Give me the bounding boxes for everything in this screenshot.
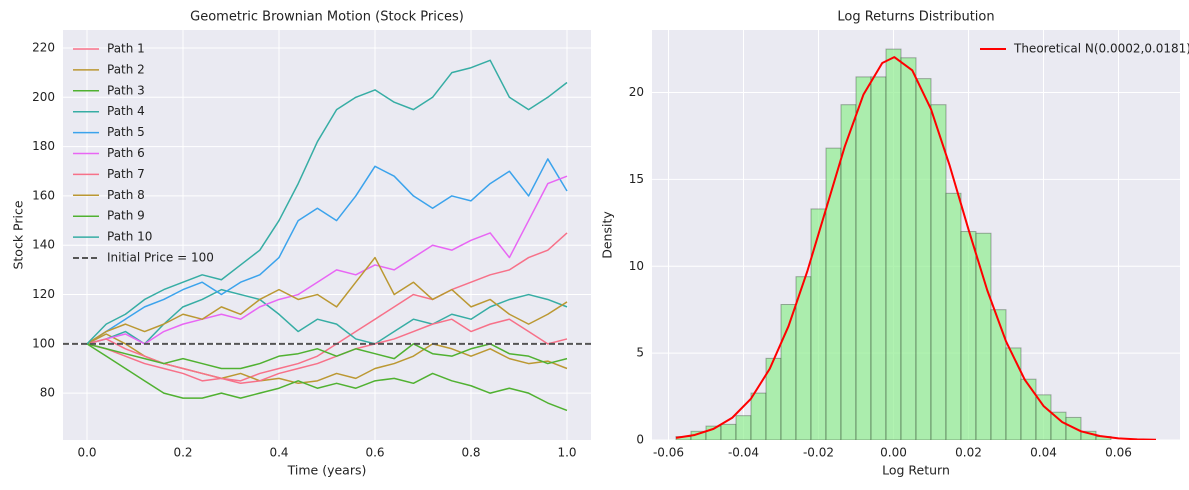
legend-label: Path 4	[107, 104, 145, 118]
y-tick-label: 160	[32, 188, 55, 202]
x-tick-label: 0.06	[1105, 446, 1132, 460]
y-tick-label: 100	[32, 336, 55, 350]
price-path	[86, 158, 568, 345]
legend-label: Path 10	[107, 230, 152, 244]
y-tick-label: 10	[629, 259, 644, 273]
y-tick-label: 80	[40, 386, 55, 400]
x-axis-label: Time (years)	[287, 463, 367, 478]
plot-area	[63, 30, 591, 440]
y-tick-label: 20	[629, 85, 644, 99]
x-tick-label: 0.2	[173, 446, 192, 460]
hist-bar	[1050, 411, 1067, 440]
x-tick-label: 0.4	[269, 446, 288, 460]
hist-bar	[930, 104, 947, 440]
y-tick-label: 180	[32, 139, 55, 153]
legend-label: Path 2	[107, 62, 145, 76]
hist-bar	[855, 76, 872, 440]
hist-bar	[960, 231, 977, 440]
legend-label: Theoretical N(0.0002,0.0181)	[1013, 42, 1189, 56]
plot-marks	[675, 48, 1157, 440]
price-path	[86, 256, 568, 345]
chart-title: Geometric Brownian Motion (Stock Prices)	[190, 10, 464, 25]
price-path	[86, 343, 568, 412]
hist-bar	[900, 57, 917, 440]
x-tick-label: -0.02	[803, 446, 834, 460]
y-tick-label: 220	[32, 40, 55, 54]
price-path	[86, 175, 568, 345]
hist-bar	[885, 48, 902, 440]
hist-bar	[915, 78, 932, 440]
y-axis-label: Stock Price	[11, 200, 26, 269]
price-path	[86, 232, 568, 382]
hist-bar	[1005, 347, 1022, 440]
price-path	[86, 288, 568, 345]
x-tick-label: -0.06	[653, 446, 684, 460]
y-tick-label: 0	[636, 433, 644, 447]
legend-label: Path 7	[107, 167, 145, 181]
y-tick-label: 120	[32, 287, 55, 301]
legend-label: Path 5	[107, 125, 145, 139]
legend-label: Path 9	[107, 209, 145, 223]
legend-label: Path 8	[107, 188, 145, 202]
x-tick-label: 0.00	[880, 446, 907, 460]
x-axis-label: Log Return	[882, 463, 950, 478]
hist-bar	[825, 147, 842, 440]
hist-bar	[750, 392, 767, 440]
price-path	[86, 318, 568, 385]
x-tick-label: 0.6	[365, 446, 384, 460]
y-tick-label: 5	[636, 346, 644, 360]
plot-marks	[63, 59, 591, 412]
hist-bar	[795, 276, 812, 440]
legend-label: Path 1	[107, 42, 145, 56]
hist-bar	[990, 309, 1007, 440]
hist-bar	[1020, 378, 1037, 440]
hist-bar	[720, 423, 737, 440]
price-path	[86, 59, 568, 345]
y-axis-label: Density	[600, 211, 615, 259]
x-tick-label: 1.0	[557, 446, 576, 460]
legend-label: Path 3	[107, 83, 145, 97]
y-tick-label: 140	[32, 238, 55, 252]
x-tick-label: 0.8	[461, 446, 480, 460]
x-tick-label: 0.04	[1030, 446, 1057, 460]
y-tick-label: 15	[629, 172, 644, 186]
hist-bar	[735, 415, 752, 440]
legend-label: Path 6	[107, 146, 145, 160]
x-tick-label: -0.04	[728, 446, 759, 460]
density-curve	[675, 56, 1157, 440]
chart-title: Log Returns Distribution	[837, 10, 994, 25]
x-tick-label: 0.02	[955, 446, 982, 460]
hist-bar	[810, 208, 827, 440]
hist-bar	[870, 76, 887, 440]
legend-label: Initial Price = 100	[107, 251, 214, 265]
hist-bar	[1035, 394, 1052, 440]
hist-bar	[945, 192, 962, 440]
x-tick-label: 0.0	[77, 446, 96, 460]
y-tick-label: 200	[32, 90, 55, 104]
